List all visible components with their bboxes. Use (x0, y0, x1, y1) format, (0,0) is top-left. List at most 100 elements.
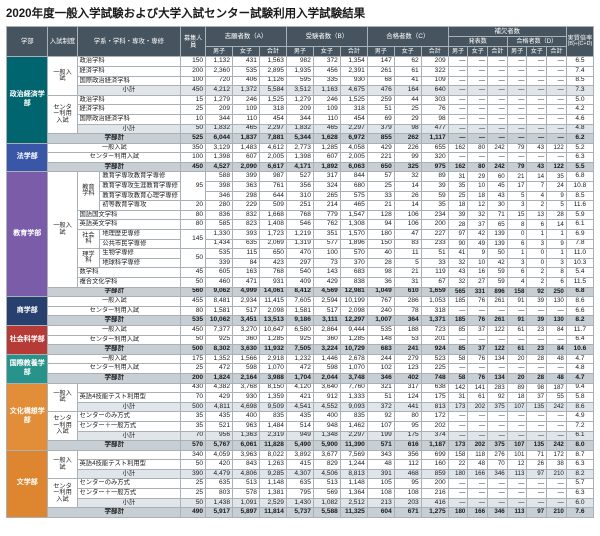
dept-cell: 政治学科 (76, 56, 182, 67)
value-cell: 1,275 (420, 507, 449, 518)
col-header-female: 女子 (526, 46, 548, 58)
value-cell: 4,552 (312, 401, 341, 413)
value-cell: 94 (366, 219, 395, 231)
value-cell: ― (526, 56, 548, 67)
value-cell: 84 (546, 325, 567, 336)
value-cell: 318 (339, 104, 368, 115)
value-cell: ― (546, 133, 567, 144)
value-cell: 11,325 (339, 507, 368, 518)
table-row: 小計 500 4,811 4,698 9,509 4,541 4,552 9,093 372 44… (7, 401, 595, 413)
value-cell: 650 (366, 161, 395, 173)
value-cell: 23 (526, 344, 548, 355)
value-cell: ― (526, 420, 548, 432)
value-cell: 762 (312, 219, 341, 231)
capacity-cell: 200 (180, 372, 207, 384)
value-cell: 454 (258, 113, 287, 125)
col-header-female: 女子 (393, 46, 422, 58)
dept-cell (76, 382, 182, 394)
capacity-cell: 80 (180, 209, 207, 221)
value-cell: 1,704 (285, 372, 314, 384)
value-cell: ― (546, 430, 567, 442)
value-cell: 356 (393, 449, 422, 461)
value-cell: 5,490 (285, 440, 314, 451)
col-header-male: 男子 (447, 46, 469, 58)
table-row: 経済学科 25 209 109 318 209 109 318 51 25 76 ― ― ― ― ― ― 4.2 (7, 104, 595, 115)
capacity-cell: 150 (180, 56, 207, 67)
ratio-cell: 6.2 (565, 133, 595, 144)
ratio-cell: 6.1 (565, 219, 595, 231)
value-cell: 6 (506, 238, 528, 250)
value-cell: 930 (339, 75, 368, 87)
table-row: センター利用入試 センターのみ方式 35 435 400 835 435 400 835 92 80… (7, 411, 595, 442)
value-cell: 166 (467, 507, 489, 518)
value-cell: 1,232 (285, 353, 314, 365)
value-cell: 36 (366, 277, 395, 288)
value-cell: 9,444 (339, 325, 368, 336)
value-cell: ― (467, 363, 489, 374)
value-cell: 107 (506, 401, 528, 413)
table-row: 文学部 一般入試 340 4,059 3,963 8,022 3,892 3,677 7,569… (5, 449, 595, 518)
value-cell: 1,837 (232, 133, 260, 144)
value-cell: 671 (393, 507, 422, 518)
value-cell: 48 (546, 353, 567, 365)
dept-cell: 国際政治経済学科 (76, 113, 182, 125)
value-cell: 4,811 (205, 401, 234, 413)
value-cell: 214 (312, 200, 341, 211)
value-cell: 1,279 (285, 94, 314, 106)
value-cell: 78 (393, 305, 422, 317)
value-cell: 393 (232, 229, 260, 240)
value-cell: 468 (393, 468, 422, 480)
value-cell: 339 (205, 257, 234, 269)
table-row: 英語4技能テスト利用型 50 420 843 1,263 415 829 1,244 48 112… (7, 459, 595, 470)
value-cell: 2,934 (232, 296, 260, 307)
value-cell: 1,525 (339, 94, 368, 106)
value-cell: 571 (366, 440, 395, 451)
ratio-cell: 11.5 (565, 277, 595, 288)
value-cell: ― (447, 113, 469, 125)
value-cell: 9 (546, 190, 567, 202)
ratio-cell: 10.8 (565, 181, 595, 192)
value-cell: 1,364 (339, 488, 368, 499)
value-cell: 2,297 (258, 123, 287, 135)
value-cell: 106 (393, 219, 422, 231)
capacity-cell: 50 (180, 248, 207, 269)
capacity-cell: 70 (180, 430, 207, 442)
capacity-cell: 35 (180, 420, 207, 432)
value-cell: 1,163 (312, 85, 341, 96)
value-cell: 39 (526, 315, 548, 326)
col-header-accepted: 合格者数（C） (366, 25, 449, 48)
col-header-total: 合計 (487, 46, 508, 58)
value-cell: 130 (546, 315, 567, 326)
value-cell: 517 (312, 305, 341, 317)
value-cell: 5 (546, 200, 567, 211)
ratio-cell: 8.6 (565, 401, 595, 413)
system-cell: 一般入試 (47, 56, 78, 96)
system-cell: センター利用入試 (47, 411, 78, 442)
table-row: 英語英文学科 80 585 823 1,408 546 762 1,308 94 106 200 28… (7, 219, 595, 231)
value-cell: 142 (447, 382, 469, 394)
value-cell: 58 (447, 372, 469, 384)
value-cell: 3,270 (232, 325, 260, 336)
capacity-cell: 50 (180, 334, 207, 346)
value-cell: 1,148 (258, 478, 287, 490)
value-cell: 98 (526, 382, 548, 394)
value-cell: 10,729 (339, 344, 368, 355)
col-header-waitlist: 補欠者数 (447, 25, 567, 38)
value-cell: ― (506, 334, 528, 346)
value-cell: 421 (285, 392, 314, 403)
value-cell: 122 (487, 344, 508, 355)
value-cell: 95 (393, 420, 422, 432)
table-row: 小計 450 4,212 1,372 5,584 3,512 1,163 4,675 476 16… (7, 85, 595, 96)
value-cell: 39 (447, 209, 469, 221)
value-cell: 173 (447, 440, 469, 451)
value-cell: 5 (506, 190, 528, 202)
capacity-cell: 25 (180, 478, 207, 490)
value-cell: 4,999 (232, 286, 260, 298)
dept-cell: 教育学専攻教育心理学専修 (99, 190, 182, 202)
capacity-cell: 80 (180, 219, 207, 231)
ratio-cell: 4.8 (565, 363, 595, 374)
value-cell: 71 (487, 209, 508, 221)
value-cell: 43 (526, 142, 548, 154)
value-cell: 0 (526, 257, 548, 269)
value-cell: 68 (366, 75, 395, 87)
